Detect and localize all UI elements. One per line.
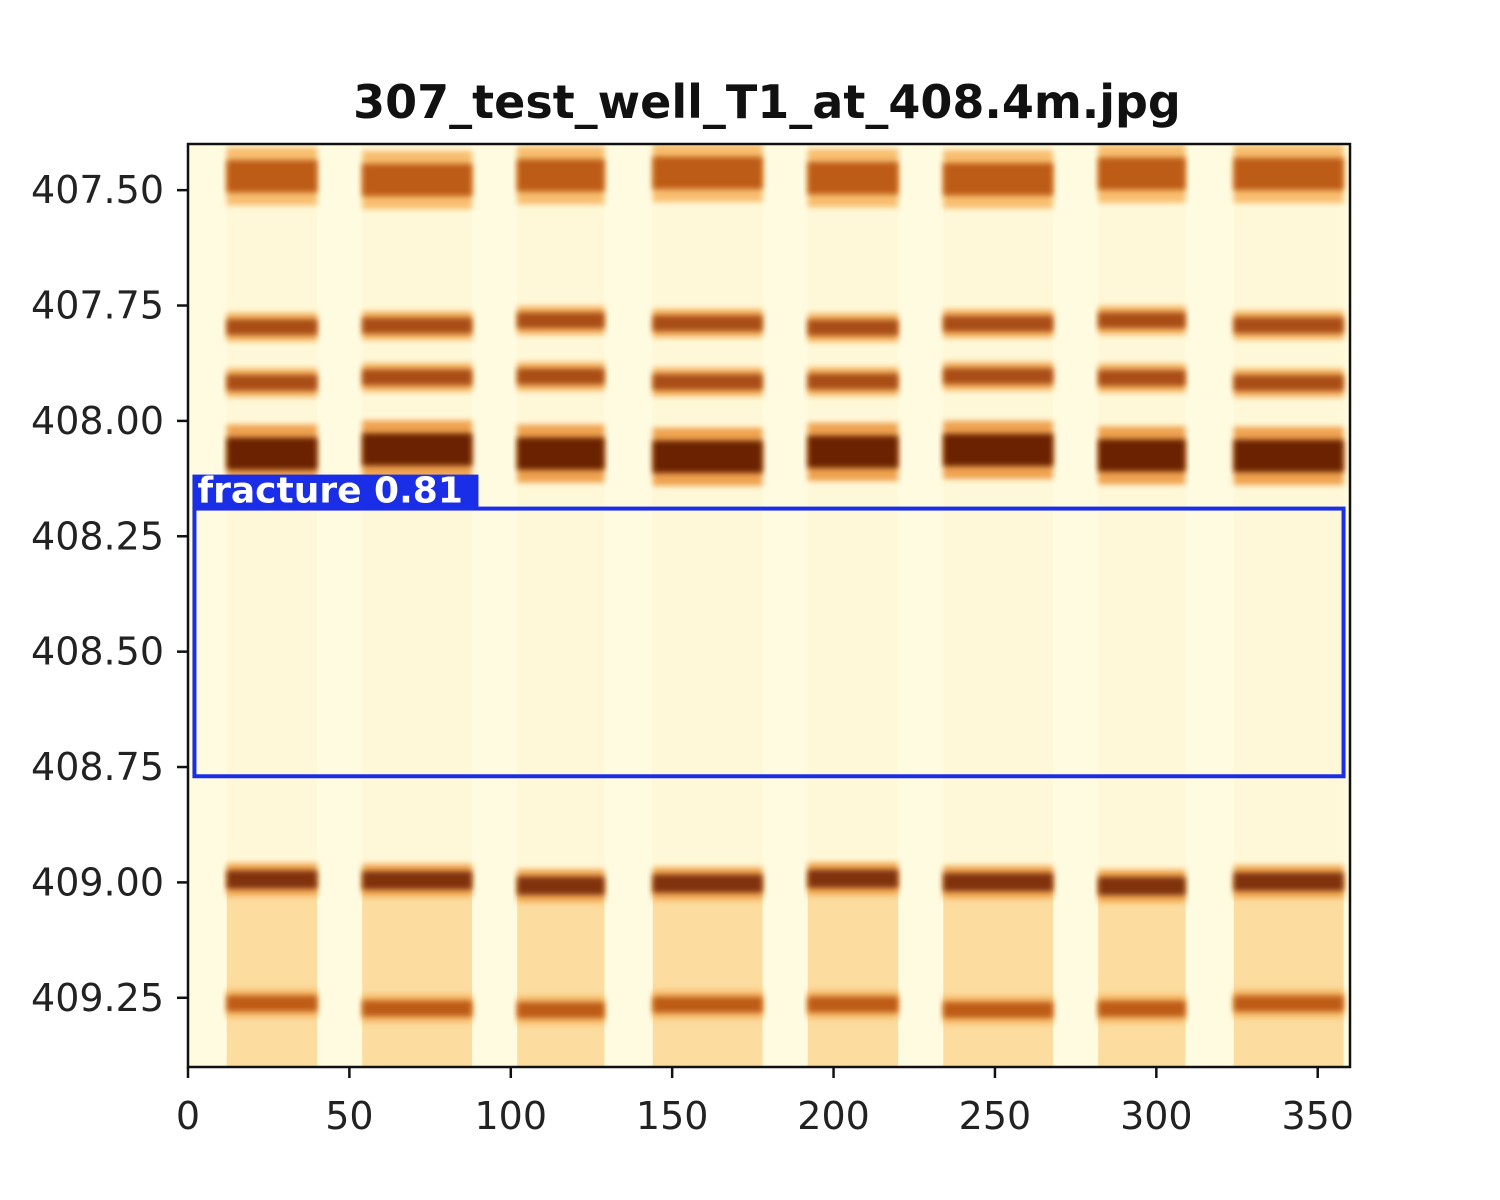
detection-label-background [192, 474, 479, 509]
pad-band [807, 373, 899, 390]
y-tick-label: 408.25 [31, 514, 164, 558]
pad-band [1098, 1000, 1186, 1017]
pad-band [517, 159, 605, 192]
pad-band [517, 437, 605, 470]
pad-band [362, 871, 473, 890]
pad-band [362, 163, 473, 197]
y-tick-label: 408.00 [31, 399, 164, 443]
y-axis: 407.50 407.75 408.00 408.25 408.50 408.75 409.… [31, 168, 188, 1020]
pad-band [1098, 876, 1186, 896]
pad-band [807, 161, 899, 195]
pad-2 [362, 144, 473, 1067]
pad-band [1098, 369, 1186, 387]
pad-band [943, 872, 1054, 892]
pad-band [943, 1001, 1054, 1019]
pad-band [1098, 439, 1186, 472]
x-tick-label: 50 [325, 1094, 373, 1138]
pad-band [1233, 995, 1344, 1012]
x-tick-label: 350 [1281, 1094, 1354, 1138]
y-tick-label: 407.75 [31, 284, 164, 328]
pad-band [1233, 317, 1344, 334]
pad-band [943, 163, 1054, 196]
pad-band [226, 319, 318, 336]
pad-band [652, 315, 763, 332]
pad-band [652, 373, 763, 391]
pad-zone [1233, 882, 1344, 1067]
pad-band [943, 315, 1054, 332]
y-tick-label: 409.25 [31, 976, 164, 1020]
pad-band [652, 440, 763, 473]
pad-zone [1098, 882, 1186, 1067]
y-tick-label: 407.50 [31, 168, 164, 212]
pad-zone [652, 882, 763, 1067]
y-tick-label: 408.75 [31, 745, 164, 789]
pad-band [1098, 312, 1186, 329]
pad-band [226, 995, 318, 1012]
pad-band [1233, 157, 1344, 191]
pad-band [807, 435, 899, 469]
pad-band [362, 433, 473, 466]
pad-band [652, 996, 763, 1013]
x-tick-label: 0 [176, 1094, 200, 1138]
pad-band [362, 369, 473, 386]
pad-band [807, 869, 899, 889]
chart-title: 307_test_well_T1_at_408.4m.jpg [353, 75, 1181, 129]
pad-zone [807, 882, 899, 1067]
pad-7 [1098, 144, 1186, 1067]
x-tick-label: 150 [636, 1094, 709, 1138]
detection-label: fracture 0.81 [197, 471, 462, 512]
pad-band [1233, 439, 1344, 473]
pad-band [1233, 872, 1344, 891]
pad-band [362, 317, 473, 334]
pad-band [807, 996, 899, 1013]
pad-3 [517, 144, 605, 1067]
pad-1 [226, 144, 318, 1067]
pad-band [943, 433, 1054, 467]
pad-band [943, 368, 1054, 385]
detection-overlay: fracture 0.81 [192, 471, 1346, 779]
pad-4 [652, 144, 763, 1067]
pad-zone [517, 882, 605, 1067]
pad-band [517, 876, 605, 895]
pad-band [226, 437, 318, 470]
pad-band [226, 374, 318, 391]
pad-5 [807, 144, 899, 1067]
pad-band [226, 160, 318, 193]
y-tick-label: 409.00 [31, 860, 164, 904]
pad-zone [943, 882, 1054, 1067]
pad-band [517, 1002, 605, 1019]
image-heatmap [226, 144, 1344, 1067]
y-tick-label: 408.50 [31, 630, 164, 674]
pad-zone [226, 882, 318, 1067]
detection-box [192, 506, 1346, 779]
pad-band [517, 312, 605, 329]
pad-8 [1233, 144, 1344, 1067]
plot-frame [186, 142, 1352, 1069]
pad-band [1233, 374, 1344, 392]
pad-band [652, 874, 763, 893]
x-tick-label: 300 [1120, 1094, 1193, 1138]
pad-zone [362, 882, 473, 1067]
x-axis: 0 50 100 150 200 250 300 350 [176, 1067, 1354, 1138]
pad-6 [943, 144, 1054, 1067]
pad-band [807, 319, 899, 336]
pad-band [1098, 157, 1186, 190]
pad-band [362, 1000, 473, 1017]
pad-band [652, 156, 763, 190]
x-tick-label: 100 [475, 1094, 548, 1138]
pad-band [226, 870, 318, 889]
x-tick-label: 200 [797, 1094, 870, 1138]
pad-band [517, 368, 605, 385]
x-tick-label: 250 [959, 1094, 1032, 1138]
